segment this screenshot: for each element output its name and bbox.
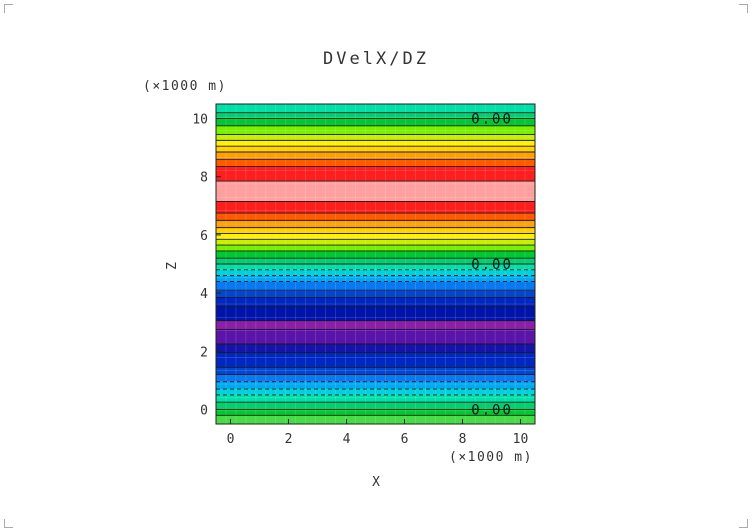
y-tick-label-1: 2 (200, 345, 208, 360)
color-band-10 (216, 329, 535, 344)
x-tick-label-2: 4 (343, 432, 351, 447)
chart-title: DVelX/DZ (323, 49, 429, 69)
plot-frame (215, 103, 536, 425)
color-band-7 (216, 367, 535, 375)
y-tick-label-0: 0 (200, 403, 208, 418)
color-band-24 (216, 227, 535, 234)
color-band-2 (216, 402, 535, 410)
x-tick-label-3: 6 (401, 432, 409, 447)
y-unit-label: (×1000 m) (143, 79, 227, 94)
color-band-23 (216, 233, 535, 240)
color-band-21 (216, 245, 535, 251)
color-band-0 (216, 415, 535, 424)
color-band-3 (216, 394, 535, 403)
color-bands (216, 104, 535, 424)
color-band-37 (216, 112, 535, 119)
crop-mark-bottom-left (4, 519, 13, 528)
color-band-13 (216, 297, 535, 307)
x-tick-label-4: 8 (459, 432, 467, 447)
contour-label-2: 0.00 (471, 402, 513, 418)
y-tick-label-2: 4 (200, 287, 208, 302)
x-axis-label: X (372, 475, 380, 490)
y-axis-label: Z (165, 262, 180, 270)
color-band-12 (216, 306, 535, 321)
color-band-38 (216, 104, 535, 113)
color-band-6 (216, 374, 535, 382)
y-tick-label-4: 8 (200, 171, 208, 186)
color-band-5 (216, 381, 535, 390)
color-band-25 (216, 220, 535, 228)
color-band-29 (216, 166, 535, 182)
color-band-8 (216, 352, 535, 368)
color-band-15 (216, 281, 535, 291)
contour-lines (216, 112, 535, 416)
color-band-26 (216, 213, 535, 221)
crop-mark-bottom-right (739, 519, 748, 528)
color-band-22 (216, 239, 535, 246)
x-unit-label: (×1000 m) (449, 450, 533, 465)
y-tick-label-5: 10 (192, 113, 208, 128)
crop-mark-top-right (739, 4, 748, 13)
color-band-33 (216, 140, 535, 147)
color-band-14 (216, 290, 535, 298)
color-band-32 (216, 146, 535, 152)
color-band-11 (216, 320, 535, 330)
color-band-28 (216, 181, 535, 202)
color-band-30 (216, 159, 535, 167)
color-band-35 (216, 125, 535, 135)
y-tick-label-3: 6 (200, 229, 208, 244)
color-band-20 (216, 250, 535, 259)
y-ticks: 0 2 4 6 8 10 (192, 113, 221, 418)
x-tick-label-0: 0 (227, 432, 235, 447)
contour-labels: 0.00 0.00 0.00 (471, 112, 513, 419)
crop-mark-top-left (4, 4, 13, 13)
x-tick-label-1: 2 (285, 432, 293, 447)
color-band-9 (216, 344, 535, 353)
color-band-18 (216, 264, 535, 270)
color-band-34 (216, 134, 535, 141)
x-ticks: 0 2 4 6 8 10 (227, 419, 529, 447)
color-band-1 (216, 409, 535, 416)
color-band-19 (216, 258, 535, 264)
color-band-16 (216, 275, 535, 282)
contour-label-0: 0.00 (471, 112, 513, 128)
color-band-31 (216, 152, 535, 160)
color-band-4 (216, 389, 535, 395)
color-band-17 (216, 269, 535, 276)
color-band-36 (216, 118, 535, 126)
contour-label-1: 0.00 (471, 257, 513, 273)
color-band-27 (216, 201, 535, 214)
x-tick-label-5: 10 (513, 432, 529, 447)
